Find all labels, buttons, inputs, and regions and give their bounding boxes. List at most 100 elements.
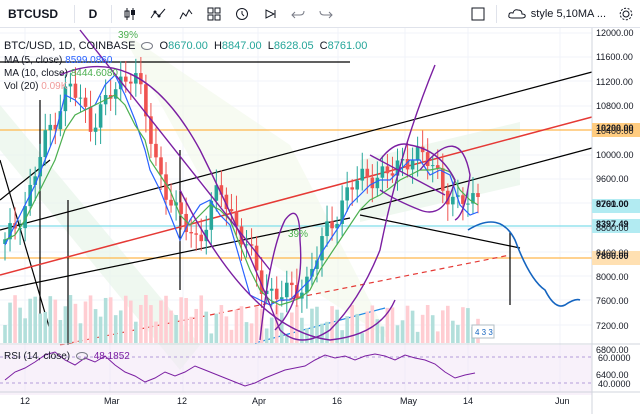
legend-ma10-row[interactable]: MA (10, close) 8444.6080 — [4, 68, 118, 79]
volume-bar — [330, 306, 334, 343]
candle-body — [420, 146, 425, 153]
legend-rsi-row[interactable]: RSI (14, close) 48.1852 — [4, 351, 130, 362]
legend-title[interactable]: BTC/USD, 1D, COINBASE — [4, 40, 136, 52]
time-tick-label: 14 — [463, 396, 474, 406]
candle-body — [73, 83, 78, 98]
volume-bar — [420, 314, 425, 343]
rsi-band — [0, 345, 592, 395]
settings-gear-icon[interactable] — [612, 3, 640, 25]
chart-svg[interactable]: 39% 39% 4 3 3 — [0, 28, 640, 414]
price-tag-label: 7800.00 — [596, 251, 629, 261]
candle-body — [380, 166, 385, 178]
replay-icon[interactable] — [256, 3, 284, 25]
candle-body — [58, 111, 63, 130]
ma10-line — [4, 94, 479, 306]
price-tick-label: 6800.00 — [596, 345, 629, 356]
candle-body — [113, 89, 118, 99]
volume-bar — [33, 296, 37, 343]
volume-bar — [375, 319, 380, 343]
candles — [3, 56, 480, 315]
candle-body — [209, 200, 214, 230]
compare-icon[interactable] — [144, 3, 172, 25]
candle-body — [365, 168, 370, 178]
open-value: 8670.00 — [168, 40, 208, 52]
volume-bar — [355, 313, 360, 343]
volume-bars — [3, 295, 480, 343]
candle-body — [63, 86, 68, 112]
high-value: 8847.00 — [221, 40, 262, 52]
rsi-tick-label: 60.0000 — [598, 353, 631, 363]
volume-bar — [113, 315, 118, 343]
layout-square-icon[interactable] — [464, 3, 492, 25]
volume-bar — [23, 318, 27, 343]
volume-bar — [18, 307, 22, 343]
volume-bar — [350, 305, 355, 343]
undo-icon[interactable] — [284, 3, 312, 25]
redo-icon[interactable] — [312, 3, 340, 25]
rsi-value: 48.1852 — [93, 351, 130, 362]
volume-bar — [264, 328, 269, 343]
symbol-search-button[interactable]: BTCUSD — [8, 6, 58, 21]
volume-bar — [53, 299, 58, 343]
interval-button[interactable]: D — [88, 6, 98, 21]
volume-bar — [144, 295, 148, 343]
candle-body — [98, 104, 103, 128]
templates-icon[interactable] — [200, 3, 228, 25]
layout-style-dropdown[interactable]: style 5,10MA ... — [501, 8, 612, 20]
price-tick-label: 7600.00 — [596, 296, 629, 307]
volume-bar — [269, 317, 274, 343]
purple-drawings — [59, 29, 471, 341]
candle-body — [229, 209, 234, 212]
volume-bar — [58, 320, 63, 343]
pct-mid-label: 39% — [288, 229, 308, 240]
tag-bg-10200 — [592, 123, 640, 137]
low-value: 8628.05 — [273, 40, 314, 52]
volume-bar — [345, 316, 349, 343]
candles-icon[interactable] — [116, 3, 144, 25]
volume-bar — [284, 334, 289, 343]
candle-body — [345, 187, 349, 201]
volume-bar — [139, 304, 143, 343]
tag-bg-8761 — [592, 199, 640, 213]
volume-bar — [395, 325, 400, 343]
legend-ma5-row[interactable]: MA (5, close) 8599.0860 — [4, 55, 112, 66]
volume-bar — [405, 305, 410, 343]
candle-body — [370, 177, 375, 189]
volume-bar — [189, 316, 193, 343]
candle-body — [269, 288, 274, 291]
legend-vol-row[interactable]: Vol (20) 0.09K — [4, 81, 67, 92]
candle-body — [23, 206, 27, 229]
indicators-icon[interactable] — [172, 3, 200, 25]
eye-icon[interactable] — [75, 352, 88, 361]
alert-icon[interactable] — [228, 3, 256, 25]
volume-bar — [13, 295, 17, 343]
candle-body — [234, 211, 239, 227]
candle-body — [440, 168, 445, 191]
price-tick-label: 11600.00 — [596, 52, 633, 63]
volume-bar — [440, 310, 445, 343]
volume-bar — [73, 303, 78, 343]
candle-body — [204, 229, 209, 242]
candle-body — [335, 223, 339, 229]
candle-body — [300, 292, 304, 299]
volume-bar — [234, 309, 239, 343]
chart-area[interactable]: 39% 39% 4 3 3 BTC/USD, 1D, COINBASE O867… — [0, 28, 640, 414]
candle-body — [33, 176, 37, 185]
volume-bar — [461, 307, 465, 343]
volume-bar — [335, 309, 339, 343]
price-tick-label: 10000.00 — [596, 150, 634, 160]
price-tick-label: 8400.00 — [596, 247, 629, 258]
volume-bar — [310, 308, 314, 343]
volume-bar — [103, 297, 108, 343]
low-label: L — [267, 40, 274, 52]
volume-bar — [456, 324, 460, 343]
volume-bar — [244, 322, 249, 343]
candle-body — [360, 168, 365, 181]
volume-bar — [179, 297, 183, 343]
volume-bar — [134, 321, 138, 343]
volume-bar — [184, 298, 188, 343]
candle-body — [78, 97, 83, 99]
candle-body — [184, 213, 188, 233]
price-tick-label: 6400.00 — [596, 369, 629, 380]
eye-icon[interactable] — [141, 42, 154, 51]
